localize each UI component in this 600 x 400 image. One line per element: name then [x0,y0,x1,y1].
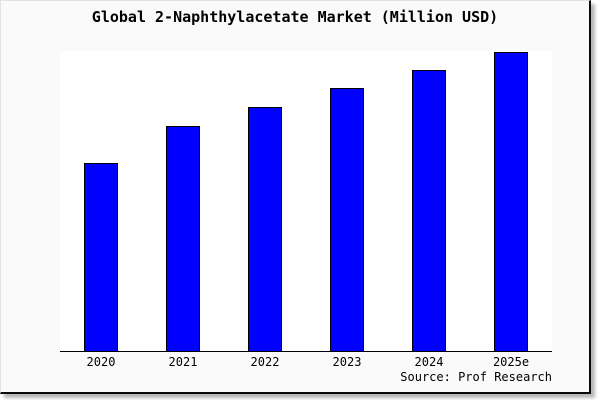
bar-2022 [248,107,282,351]
bar-2025e [494,52,528,351]
x-tick-label-2023: 2023 [332,355,362,369]
bar-2021 [166,126,200,351]
bar-slot-2021 [142,51,224,351]
bar-slot-2020 [60,51,142,351]
x-axis-labels: 2020 2021 2022 2023 2024 2025e [60,356,552,369]
bar-slot-2025e [470,51,552,351]
x-tick-label-2022: 2022 [250,355,280,369]
x-tick-label-2025e: 2025e [492,355,530,369]
chart-canvas: Global 2-Naphthylacetate Market (Million… [0,0,591,394]
bar-slot-2023 [306,51,388,351]
x-tick-label-2021: 2021 [168,355,198,369]
bar-slot-2022 [224,51,306,351]
source-caption: Source: Prof Research [400,370,552,384]
x-tick-label-2024: 2024 [414,355,444,369]
plot-area [60,51,552,352]
bars-row [60,51,552,351]
bar-slot-2024 [388,51,470,351]
x-tick-label-2020: 2020 [86,355,116,369]
bar-2023 [330,88,364,351]
bar-2020 [84,163,118,351]
bar-2024 [412,70,446,351]
chart-title: Global 2-Naphthylacetate Market (Million… [91,8,499,26]
